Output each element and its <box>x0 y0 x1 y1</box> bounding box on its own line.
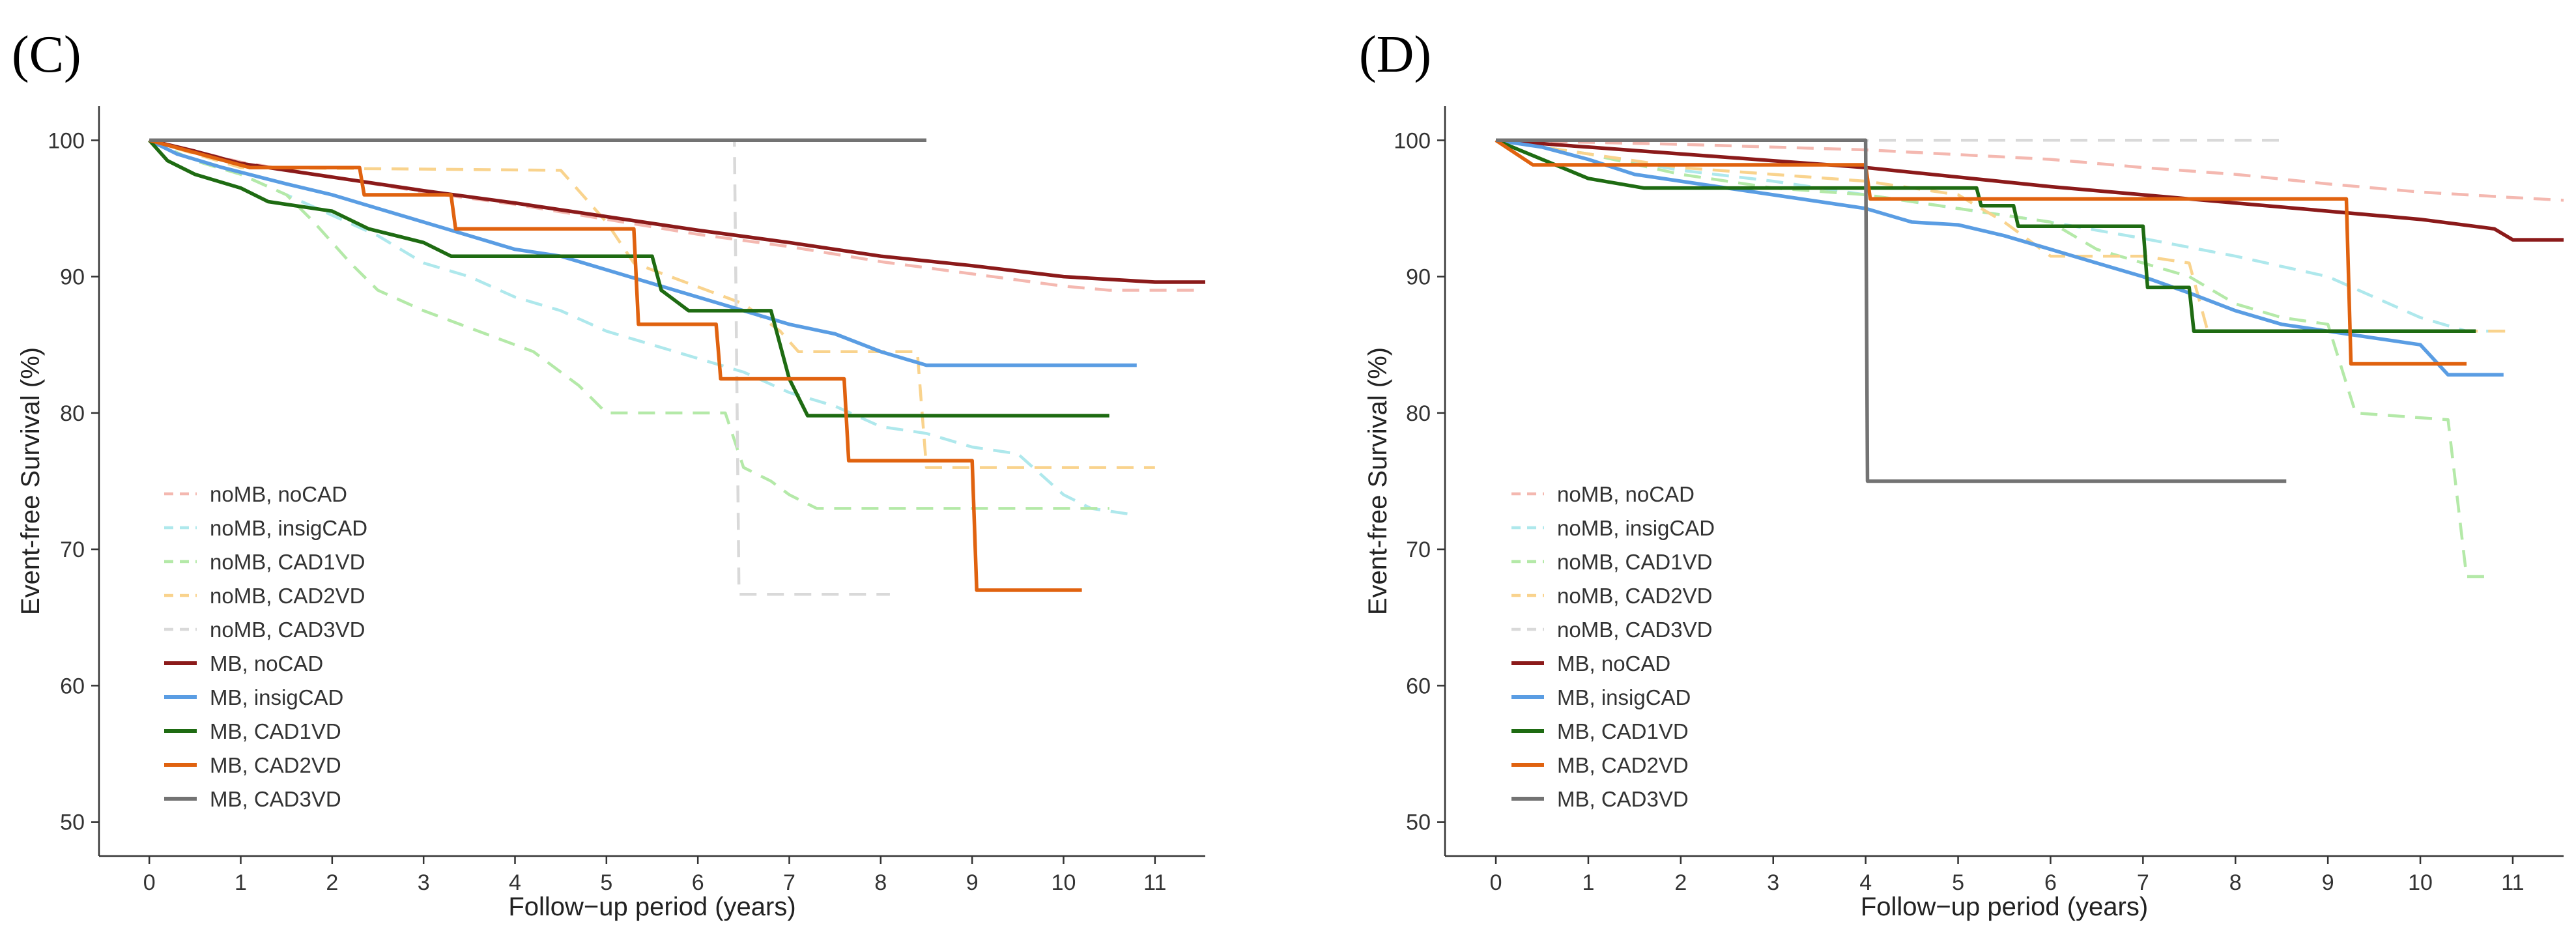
legend-label-mb-insigcad-d: MB, insigCAD <box>1557 685 1691 709</box>
y-tick-label-d: 50 <box>1406 810 1431 835</box>
x-tick-label-d: 11 <box>2501 870 2524 895</box>
y-tick-label-c: 60 <box>60 674 85 698</box>
series-line-mb-cad2vd-c <box>149 138 1082 592</box>
legend-label-nomb-cad3vd-c: noMB, CAD3VD <box>210 618 365 642</box>
series-line-nomb-cad1vd-c <box>149 139 1109 510</box>
series-line-nomb-nocad-c <box>149 139 1201 292</box>
legend-label-mb-cad2vd-c: MB, CAD2VD <box>210 753 341 777</box>
y-tick-label-c: 50 <box>60 810 85 835</box>
legend-label-nomb-nocad-c: noMB, noCAD <box>210 482 347 506</box>
series-line-mb-cad1vd-c <box>148 139 1109 418</box>
chart-panel-c: 0 1 2 3 4 5 6 7 8 9 10 11 50 60 70 80 90 100 Follow−up per… <box>16 106 1205 921</box>
y-tick-label-d: 60 <box>1406 674 1431 698</box>
legend-label-mb-cad1vd-d: MB, CAD1VD <box>1557 719 1689 743</box>
legend-label-nomb-cad3vd-d: noMB, CAD3VD <box>1557 618 1712 642</box>
x-tick-label-d: 7 <box>2137 870 2149 895</box>
series-line-mb-insigcad-d <box>1495 138 2504 377</box>
x-tick-label-d: 1 <box>1582 870 1594 895</box>
series-line-nomb-cad2vd-d <box>1495 139 2513 333</box>
y-tick-label-c: 90 <box>60 265 85 290</box>
y-tick-label-d: 80 <box>1406 401 1431 426</box>
series-line-nomb-nocad-d <box>1495 139 2564 202</box>
series-line-mb-cad1vd-d <box>1495 138 2476 334</box>
y-tick-label-d: 100 <box>1394 128 1431 153</box>
legend-label-mb-cad3vd-c: MB, CAD3VD <box>210 787 341 811</box>
y-tick-label-d: 70 <box>1406 537 1431 562</box>
x-tick-label-d: 8 <box>2229 870 2242 895</box>
x-tick-label-c: 0 <box>143 870 156 895</box>
series-line-nomb-cad1vd-d <box>1495 139 2495 579</box>
legend-label-mb-cad2vd-d: MB, CAD2VD <box>1557 753 1689 777</box>
legend-label-mb-nocad-c: MB, noCAD <box>210 651 323 676</box>
panel-label-c: (C) <box>12 26 81 83</box>
series-line-nomb-insigcad-c <box>149 139 1138 517</box>
x-tick-label-c: 3 <box>418 870 430 895</box>
x-tick-label-c: 7 <box>783 870 795 895</box>
y-tick-label-c: 80 <box>60 401 85 426</box>
legend-label-nomb-nocad-d: noMB, noCAD <box>1557 482 1695 506</box>
legend-label-nomb-insigcad-c: noMB, insigCAD <box>210 516 367 540</box>
x-tick-label-c: 9 <box>966 870 979 895</box>
legend-label-mb-nocad-d: MB, noCAD <box>1557 651 1670 676</box>
series-line-nomb-cad2vd-c <box>149 139 1155 469</box>
y-axis-title-c: Event-free Survival (%) <box>16 347 45 615</box>
x-tick-label-c: 6 <box>692 870 704 895</box>
x-tick-label-d: 6 <box>2044 870 2057 895</box>
legend-label-mb-cad1vd-c: MB, CAD1VD <box>210 719 341 743</box>
legend-label-mb-cad3vd-d: MB, CAD3VD <box>1557 787 1689 811</box>
x-axis-title-d: Follow−up period (years) <box>1861 893 2148 921</box>
legend-label-nomb-cad1vd-c: noMB, CAD1VD <box>210 550 365 574</box>
series-line-mb-nocad-d <box>1495 138 2564 242</box>
series-line-mb-nocad-c <box>149 138 1205 284</box>
chart-panel-d: 0 1 2 3 4 5 6 7 8 9 10 11 50 60 70 80 90 100 Follow−up per… <box>1364 106 2564 921</box>
x-tick-label-c: 11 <box>1143 870 1166 895</box>
x-tick-label-d: 5 <box>1952 870 1964 895</box>
series-line-mb-cad2vd-d <box>1495 139 2467 366</box>
panel-label-d: (D) <box>1359 26 1431 83</box>
x-tick-label-d: 4 <box>1859 870 1872 895</box>
x-tick-label-d: 9 <box>2322 870 2334 895</box>
x-tick-label-d: 2 <box>1674 870 1687 895</box>
x-tick-label-c: 1 <box>235 870 247 895</box>
x-tick-label-c: 5 <box>600 870 612 895</box>
legend-label-nomb-insigcad-d: noMB, insigCAD <box>1557 516 1715 540</box>
series-line-mb-cad3vd-d <box>1496 138 2287 483</box>
x-tick-label-d: 10 <box>2408 870 2433 895</box>
y-tick-label-d: 90 <box>1406 265 1431 290</box>
x-tick-label-c: 2 <box>326 870 338 895</box>
series-line-mb-insigcad-c <box>148 138 1137 367</box>
x-tick-label-c: 8 <box>874 870 887 895</box>
x-tick-label-d: 0 <box>1490 870 1502 895</box>
y-tick-label-c: 100 <box>48 128 85 153</box>
y-axis-title-d: Event-free Survival (%) <box>1364 347 1392 615</box>
legend-label-mb-insigcad-c: MB, insigCAD <box>210 685 343 709</box>
legend-label-nomb-cad1vd-d: noMB, CAD1VD <box>1557 550 1712 574</box>
x-tick-label-c: 10 <box>1052 870 1076 895</box>
x-axis-title-c: Follow−up period (years) <box>508 893 795 921</box>
y-tick-label-c: 70 <box>60 537 85 562</box>
legend-label-nomb-cad2vd-d: noMB, CAD2VD <box>1557 584 1712 608</box>
x-tick-label-d: 3 <box>1767 870 1779 895</box>
x-tick-label-c: 4 <box>509 870 521 895</box>
legend-label-nomb-cad2vd-c: noMB, CAD2VD <box>210 584 365 608</box>
